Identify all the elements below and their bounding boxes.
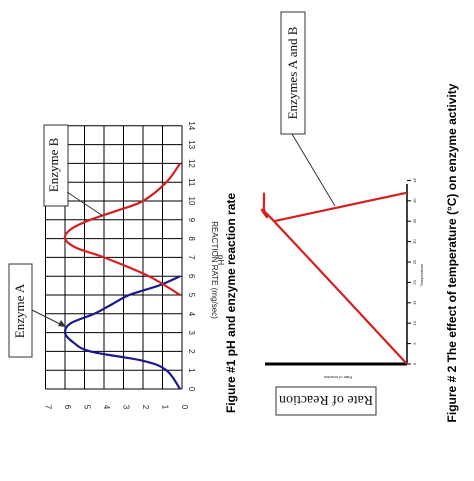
- temp-tick-label: 10: [412, 320, 417, 325]
- rate-y-tick-label: 1: [161, 405, 170, 410]
- ph-x-tick-label: 5: [187, 293, 196, 298]
- ph-x-tick-label: 13: [187, 140, 196, 149]
- rate-of-reaction-box: Rate of Reaction: [275, 386, 377, 416]
- enzyme-b-curve: [63, 162, 181, 296]
- temp-tick-label: 40: [412, 198, 417, 203]
- enzyme-a-label: Enzyme A: [8, 263, 33, 358]
- enzyme-b-label: Enzyme B: [43, 124, 69, 207]
- ph-x-tick-label: 8: [187, 236, 196, 241]
- temperature-curve-rise: [260, 192, 408, 365]
- ph-x-axis-title: pH: [216, 255, 225, 265]
- ph-x-tick-label: 6: [187, 274, 196, 279]
- temperature-curve-drop: [273, 191, 408, 223]
- ph-x-tick-label: 14: [187, 121, 196, 130]
- temp-tick-label: 5: [412, 342, 417, 345]
- rate-y-tick-label: 7: [44, 405, 53, 410]
- ph-x-tick-label: 10: [187, 197, 196, 206]
- enzyme-a-curve: [63, 275, 182, 390]
- ph-x-tick-label: 7: [187, 255, 196, 260]
- enzymes-ab-label-text: Enzymes A and B: [285, 26, 300, 119]
- temp-tick-label: 45: [412, 177, 417, 182]
- temperature-chart: 0 5 10 15 20 25 30 35 40 45 Temperature Rate of r…: [260, 11, 459, 422]
- temp-x-axis-title: Temperature: [419, 263, 424, 286]
- enzyme-b-label-text: Enzyme B: [46, 137, 61, 192]
- ph-x-tick-label: 3: [187, 330, 196, 335]
- ph-x-tick-label: 11: [187, 178, 196, 187]
- temp-tick-label: 20: [412, 279, 417, 284]
- enzyme-a-label-text: Enzyme A: [12, 283, 27, 338]
- temp-tick-label: 30: [412, 239, 417, 244]
- rate-y-tick-label: 3: [122, 405, 131, 410]
- ph-x-tick-label: 1: [187, 368, 196, 373]
- temp-tick-label: 35: [412, 218, 417, 223]
- ph-x-tick-label: 9: [187, 218, 196, 223]
- ph-chart-caption: Figure #1 pH and enzyme reaction rate: [224, 193, 238, 413]
- rate-y-tick-label: 2: [141, 405, 150, 410]
- ph-x-tick-label: 0: [187, 387, 196, 392]
- rate-of-reaction-text: Rate of Reaction: [279, 392, 373, 407]
- temp-chart-series: [260, 191, 408, 365]
- temp-tick-label: 0: [412, 362, 417, 365]
- enzyme-a-arrowhead: [58, 320, 66, 327]
- ph-chart-series: [63, 162, 182, 390]
- temp-y-axis-small-title: Rate of reaction: [324, 375, 352, 380]
- rate-y-tick-label: 6: [63, 405, 72, 410]
- ph-x-tick-label: 12: [187, 159, 196, 168]
- enzyme-a-pointer: [31, 309, 61, 325]
- ph-x-tick-label: 4: [187, 312, 196, 317]
- enzymes-ab-label: Enzymes A and B: [280, 11, 306, 135]
- ph-x-tick-label: 2: [187, 349, 196, 354]
- temp-chart-ticks: 0 5 10 15 20 25 30 35 40 45: [407, 177, 417, 365]
- enzymes-ab-pointer: [291, 133, 336, 207]
- enzyme-b-pointer: [66, 191, 104, 217]
- ph-y-axis-title: REACTION RATE (mg/sec): [210, 221, 219, 319]
- rate-y-tick-label: 5: [83, 405, 92, 410]
- temp-chart-caption: Figure # 2 The effect of temperature (°C…: [445, 83, 459, 422]
- rate-y-tick-label: 0: [180, 405, 189, 410]
- rate-y-tick-label: 4: [102, 405, 111, 410]
- temp-tick-label: 15: [412, 300, 417, 305]
- temp-tick-label: 25: [412, 259, 417, 264]
